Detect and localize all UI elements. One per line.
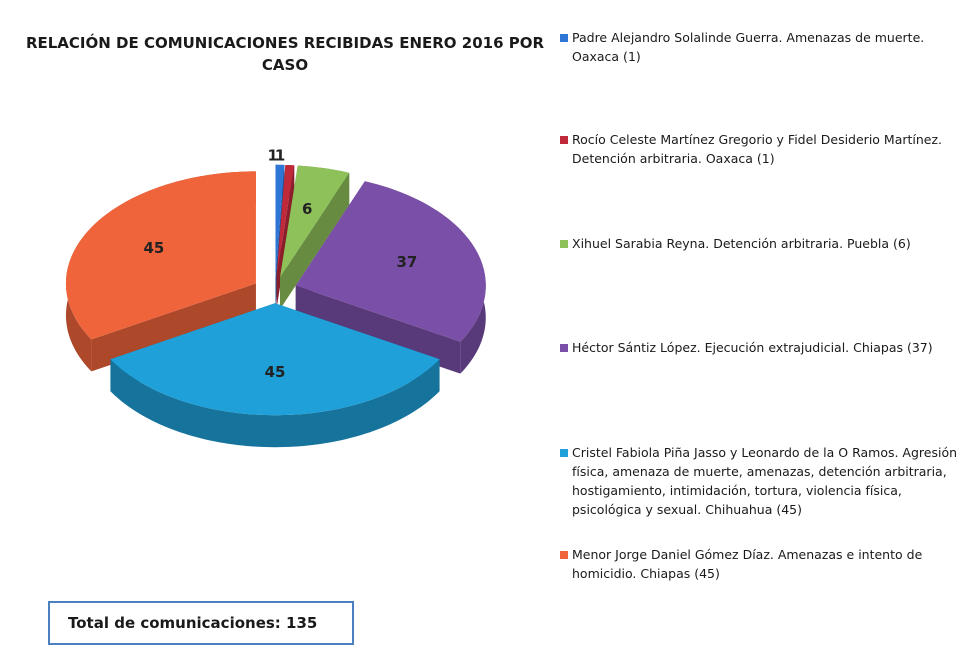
pie-slice xyxy=(295,181,486,342)
legend-swatch xyxy=(560,136,568,144)
slice-side xyxy=(295,285,461,374)
legend-label: Menor Jorge Daniel Gómez Díaz. Amenazas … xyxy=(572,547,923,581)
pie-chart: 11 6 37 45 45 xyxy=(65,147,486,448)
slice-side xyxy=(280,172,350,310)
legend-swatch xyxy=(560,240,568,248)
data-label: 45 xyxy=(143,239,164,257)
legend-swatch xyxy=(560,34,568,42)
pie-slice xyxy=(280,165,350,278)
legend-item: Cristel Fabiola Piña Jasso y Leonardo de… xyxy=(560,443,962,519)
data-label: 45 xyxy=(265,363,286,381)
data-label: 6 xyxy=(302,200,312,218)
slice-side xyxy=(110,359,440,448)
pie-slice xyxy=(110,303,440,416)
legend-label: Rocío Celeste Martínez Gregorio y Fidel … xyxy=(572,132,943,166)
total-box: Total de comunicaciones: 135 xyxy=(48,601,354,645)
slice-side xyxy=(91,283,256,372)
legend-label: Cristel Fabiola Piña Jasso y Leonardo de… xyxy=(572,445,958,517)
data-label: 1 xyxy=(275,147,285,165)
legend-swatch xyxy=(560,344,568,352)
data-label: 1 xyxy=(267,147,277,165)
legend-item: Xihuel Sarabia Reyna. Detención arbitrar… xyxy=(560,234,962,253)
legend-item: Héctor Sántiz López. Ejecución extrajudi… xyxy=(560,338,962,357)
legend-item: Rocío Celeste Martínez Gregorio y Fidel … xyxy=(560,130,962,168)
pie-slice xyxy=(275,164,285,277)
legend-label: Padre Alejandro Solalinde Guerra. Amenaz… xyxy=(572,30,925,64)
chart-title: RELACIÓN DE COMUNICACIONES RECIBIDAS ENE… xyxy=(25,34,545,74)
pie-slice xyxy=(65,171,256,340)
legend-swatch xyxy=(560,551,568,559)
legend-label: Xihuel Sarabia Reyna. Detención arbitrar… xyxy=(572,236,911,251)
legend-label: Héctor Sántiz López. Ejecución extrajudi… xyxy=(572,340,933,355)
legend-item: Menor Jorge Daniel Gómez Díaz. Amenazas … xyxy=(560,545,962,583)
legend-swatch xyxy=(560,449,568,457)
pie-slice xyxy=(276,164,295,277)
legend-item: Padre Alejandro Solalinde Guerra. Amenaz… xyxy=(560,28,962,66)
data-label: 37 xyxy=(396,253,417,271)
